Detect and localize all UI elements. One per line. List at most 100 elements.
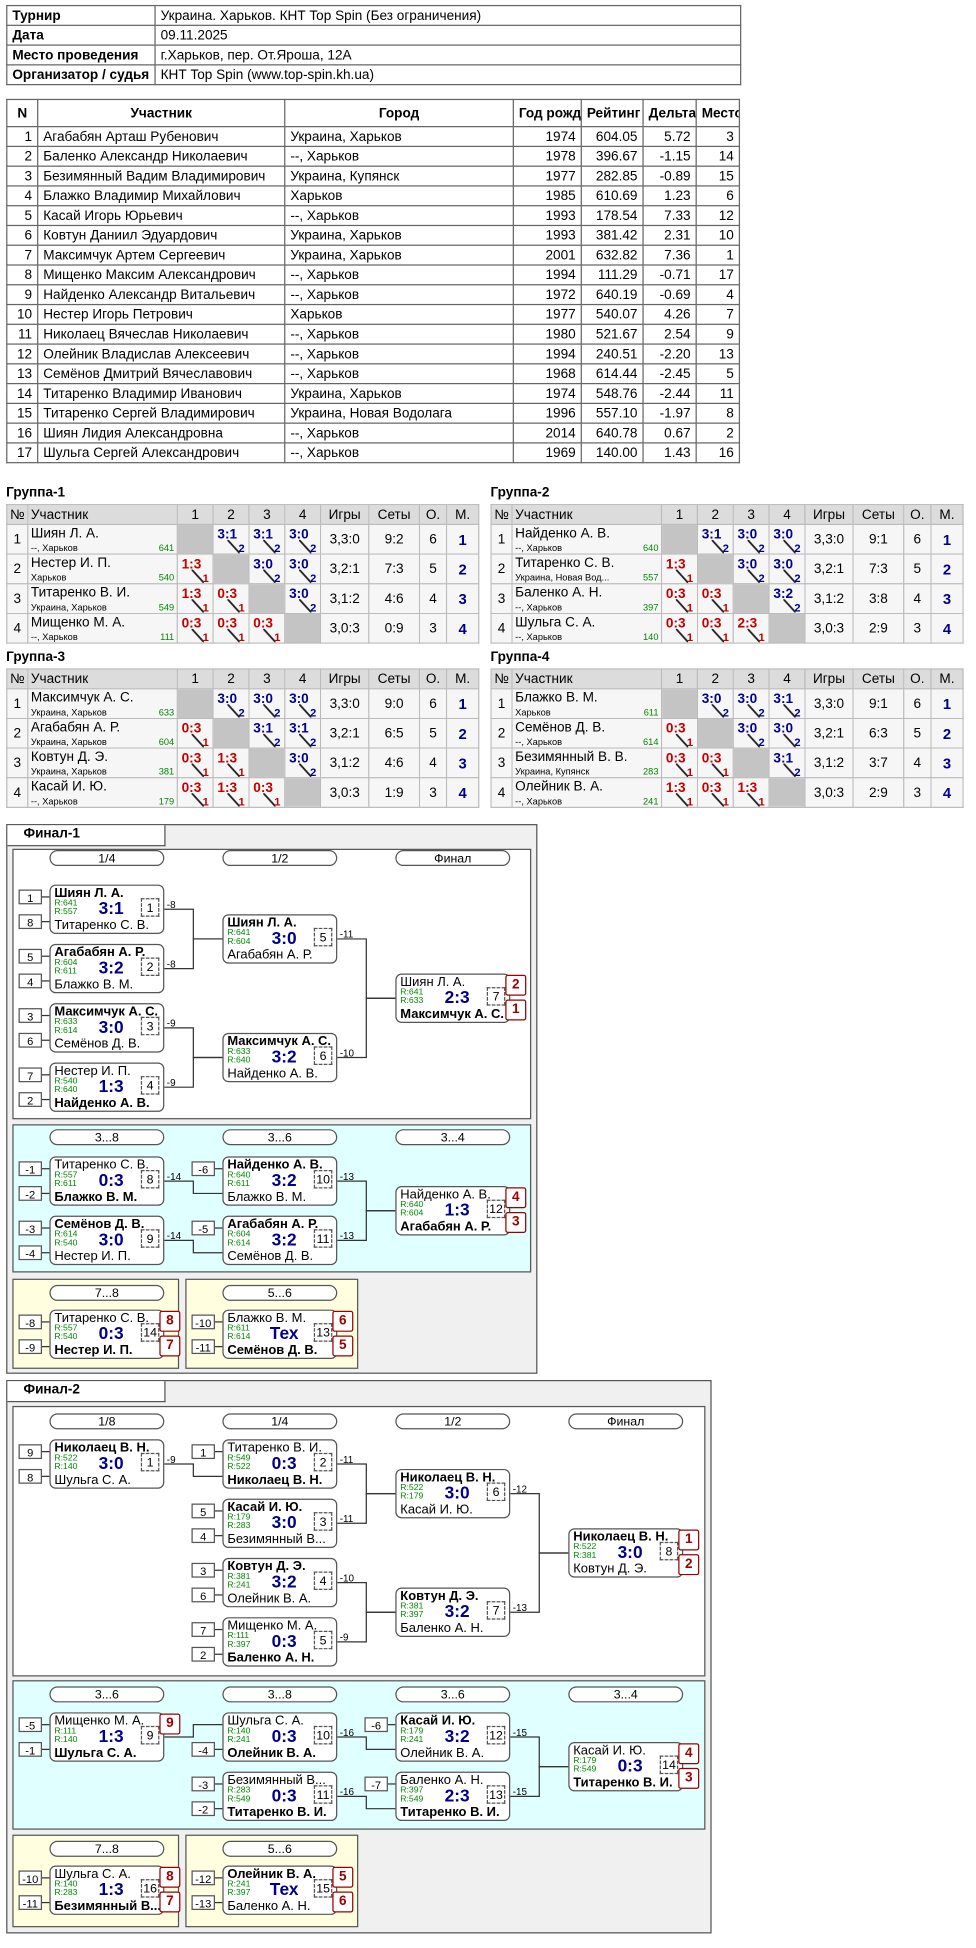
place-box: 6 bbox=[332, 1310, 354, 1332]
place: 2 bbox=[445, 717, 480, 749]
participants-table: N Участник Город Год рожд. Рейтинг Дельта Мест… bbox=[6, 98, 741, 464]
match-score: 3:2 bbox=[271, 1046, 297, 1067]
sets: 6:3 bbox=[852, 717, 905, 749]
result-slash bbox=[191, 793, 204, 807]
match-score: 0:3 bbox=[271, 1452, 297, 1473]
row-number: 3 bbox=[490, 747, 513, 779]
player-name: Шульга С. А. bbox=[515, 615, 596, 631]
cell: 1974 bbox=[512, 126, 582, 148]
result-points: 1 bbox=[274, 631, 281, 643]
place: 3 bbox=[445, 583, 480, 615]
seed: -2 bbox=[191, 1801, 215, 1817]
player-rating: 549 bbox=[158, 601, 175, 613]
connector bbox=[337, 1581, 396, 1613]
place: 3 bbox=[930, 583, 964, 615]
player-rating: R:241 bbox=[400, 1735, 424, 1745]
result-score: 0:3 bbox=[181, 721, 202, 736]
player-name: Титаренко С. В. bbox=[515, 555, 615, 571]
round-header: 3...6 bbox=[395, 1686, 511, 1703]
result-slash bbox=[747, 704, 760, 718]
player-name: Семёнов Д. В. bbox=[54, 1216, 145, 1232]
player-rating: R:604 bbox=[227, 937, 251, 947]
player-rating: R:557 bbox=[54, 1171, 78, 1180]
group-table: № Участник 1 2 3 4 Игры Сеты О. М. 1 Максимчук А. С… bbox=[6, 668, 480, 808]
player-name: Шиян Л. А. bbox=[30, 526, 99, 542]
player-rating: 614 bbox=[643, 736, 659, 748]
column-header: О. bbox=[903, 668, 932, 690]
result-cell: 0:3 1 bbox=[696, 777, 734, 808]
player-name: Касай И. Ю. bbox=[227, 1499, 303, 1515]
player-city: Украина, Харьков bbox=[30, 736, 107, 748]
player-rating: R:140 bbox=[227, 1727, 251, 1736]
seed: 7 bbox=[18, 1067, 43, 1083]
result-cell: 3:0 2 bbox=[732, 688, 770, 720]
header-row: № Участник 1 2 3 4 Игры Сеты О. М. bbox=[490, 668, 964, 690]
player-city: Украина, Харьков bbox=[30, 765, 107, 778]
points: 3 bbox=[418, 612, 448, 644]
player-rating: R:241 bbox=[227, 1880, 251, 1889]
result-slash bbox=[263, 793, 276, 807]
result-slash bbox=[227, 704, 240, 718]
result-cell bbox=[660, 688, 699, 720]
connector bbox=[510, 1493, 569, 1554]
result-score: 2:3 bbox=[737, 616, 758, 631]
player-city: Харьков bbox=[515, 706, 551, 718]
points: 5 bbox=[903, 553, 932, 585]
player-cell: Титаренко С. В. Украина, Новая Вод... 557 bbox=[511, 553, 663, 585]
row-number: 1 bbox=[6, 523, 29, 555]
player-rating: R:381 bbox=[227, 1572, 251, 1582]
result-cell: 3:0 2 bbox=[768, 553, 806, 585]
result-points: 2 bbox=[722, 542, 729, 554]
result-slash bbox=[675, 569, 689, 583]
cell: Олейник Владислав Алексеевич bbox=[37, 343, 286, 365]
cell: 1 bbox=[695, 244, 741, 266]
result-points: 2 bbox=[310, 572, 317, 584]
result-points: 1 bbox=[758, 631, 765, 643]
column-header: 2 bbox=[212, 504, 250, 526]
result-slash bbox=[783, 569, 796, 583]
participant-row: 8 Мищенко Максим Александрович --, Харьков… bbox=[6, 264, 741, 286]
match-number: 13 bbox=[486, 1785, 506, 1804]
connector bbox=[337, 1611, 396, 1643]
result-cell bbox=[212, 553, 250, 585]
player-cell: Нестер И. П. Харьков 540 bbox=[27, 553, 178, 585]
match-score: 1:3 bbox=[98, 1879, 124, 1899]
result-cell: 3:0 2 bbox=[732, 717, 770, 749]
group-row: 1 Блажко В. М. Харьков 611 3:0 2 3:0 2 3:1 2 3,3:0… bbox=[490, 688, 964, 720]
player-name: Шиян Л. А. bbox=[227, 915, 297, 931]
player-cell: Найденко А. В. --, Харьков 640 bbox=[511, 523, 663, 555]
match-number: 13 bbox=[313, 1323, 333, 1342]
group-row: 2 Агабабян А. Р. Украина, Харьков 604 0:3 1 3:… bbox=[6, 717, 480, 749]
cell: 2.31 bbox=[642, 224, 697, 246]
info-value: Украина. Харьков. КНТ Top Spin (Без огра… bbox=[154, 4, 742, 26]
player-city: Украина, Новая Вод... bbox=[515, 572, 610, 584]
result-score: 1:3 bbox=[217, 780, 238, 795]
seed: 3 bbox=[18, 1008, 43, 1023]
player-name: Ковтун Д. Э. bbox=[400, 1588, 479, 1604]
player-cell: Шиян Л. А. --, Харьков 641 bbox=[27, 523, 178, 555]
place: 1 bbox=[930, 523, 964, 555]
result-cell: 3:0 2 bbox=[284, 523, 322, 555]
result-cell: 0:3 1 bbox=[696, 583, 734, 615]
player-name: Титаренко В. И. bbox=[30, 585, 131, 601]
seed: -11 bbox=[191, 1339, 215, 1355]
match-score: 3:2 bbox=[271, 1571, 297, 1592]
result-cell: 3:0 2 bbox=[248, 553, 286, 585]
next-match: -11 bbox=[339, 1454, 354, 1466]
match-score: 3:0 bbox=[271, 1512, 297, 1532]
match-score: 3:0 bbox=[444, 1482, 470, 1503]
column-header: 4 bbox=[768, 504, 806, 526]
points: 6 bbox=[418, 523, 448, 555]
place: 1 bbox=[930, 688, 964, 720]
seed: -1 bbox=[18, 1161, 43, 1177]
player-rating: R:381 bbox=[400, 1602, 424, 1612]
next-match: -8 bbox=[166, 958, 176, 970]
seed: -6 bbox=[364, 1717, 388, 1733]
place-box: 3 bbox=[505, 1211, 527, 1233]
group-row: 2 Титаренко С. В. Украина, Новая Вод... 557… bbox=[490, 553, 964, 585]
player-city: --, Харьков bbox=[30, 631, 78, 643]
result-cell bbox=[248, 583, 286, 615]
result-slash bbox=[191, 569, 204, 583]
player-rating: R:397 bbox=[400, 1786, 424, 1796]
result-score: 3:0 bbox=[253, 691, 273, 706]
